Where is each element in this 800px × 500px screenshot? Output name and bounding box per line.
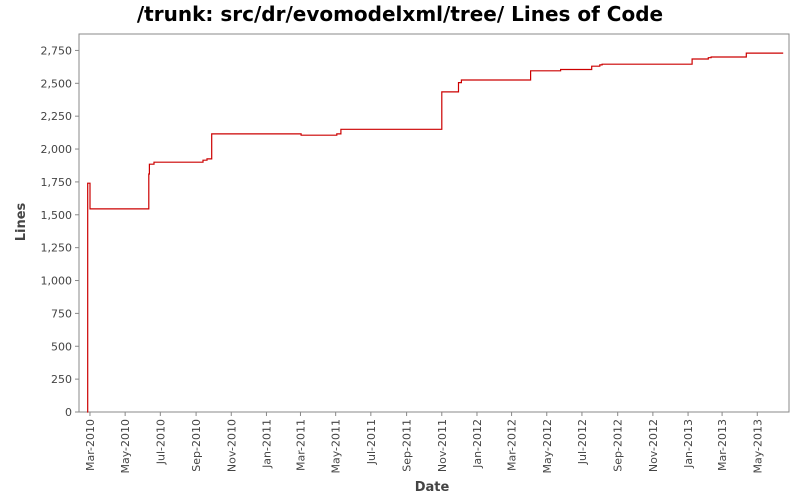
x-tick-label: May-2010	[119, 419, 132, 474]
x-tick-label: Jan-2011	[260, 419, 273, 469]
x-tick-label: Jul-2011	[365, 419, 378, 465]
x-axis-label: Date	[415, 480, 450, 495]
x-tick-label: Sep-2012	[612, 419, 625, 472]
x-tick-label: Jul-2012	[576, 419, 589, 465]
x-tick-label: Mar-2011	[294, 419, 307, 471]
chart-title: /trunk: src/dr/evomodelxml/tree/ Lines o…	[137, 2, 663, 26]
x-tick-label: May-2013	[751, 419, 764, 474]
x-tick-label: May-2012	[541, 419, 554, 474]
y-tick-label: 0	[65, 406, 72, 419]
y-axis: 0 250 500 750 1,000 1,250 1,500 1,750 2,000 2,250…	[41, 44, 79, 419]
x-tick-label: Nov-2011	[436, 419, 449, 472]
x-tick-label: Mar-2013	[716, 419, 729, 471]
series-layer	[87, 52, 784, 413]
y-tick-label: 2,500	[41, 77, 73, 90]
y-tick-label: 2,750	[41, 44, 73, 57]
y-tick-label: 1,750	[41, 176, 73, 189]
plot-area	[78, 33, 790, 413]
y-tick-label: 750	[51, 307, 72, 320]
y-tick-label: 1,250	[41, 242, 73, 255]
y-tick-label: 2,000	[41, 143, 73, 156]
x-tick-label: Mar-2010	[84, 419, 97, 471]
x-tick-label: Mar-2012	[506, 419, 519, 471]
x-tick-label: Jan-2013	[682, 419, 695, 469]
x-tick-label: Sep-2010	[190, 419, 203, 472]
y-axis-label: Lines	[14, 202, 29, 241]
x-tick-label: Nov-2012	[647, 419, 660, 472]
y-tick-label: 250	[51, 373, 72, 386]
y-tick-label: 1,500	[41, 209, 73, 222]
y-tick-label: 1,000	[41, 275, 73, 288]
x-tick-label: Jul-2010	[154, 419, 167, 465]
x-tick-label: May-2011	[330, 419, 343, 474]
y-tick-label: 2,250	[41, 110, 73, 123]
x-tick-label: Jan-2012	[471, 419, 484, 469]
x-axis: Mar-2010 May-2010 Jul-2010 Sep-2010 Nov-2010…	[84, 412, 764, 474]
lines-of-code-series	[87, 52, 784, 413]
y-tick-label: 500	[51, 340, 72, 353]
x-tick-label: Nov-2010	[225, 419, 238, 472]
x-tick-label: Sep-2011	[401, 419, 414, 472]
